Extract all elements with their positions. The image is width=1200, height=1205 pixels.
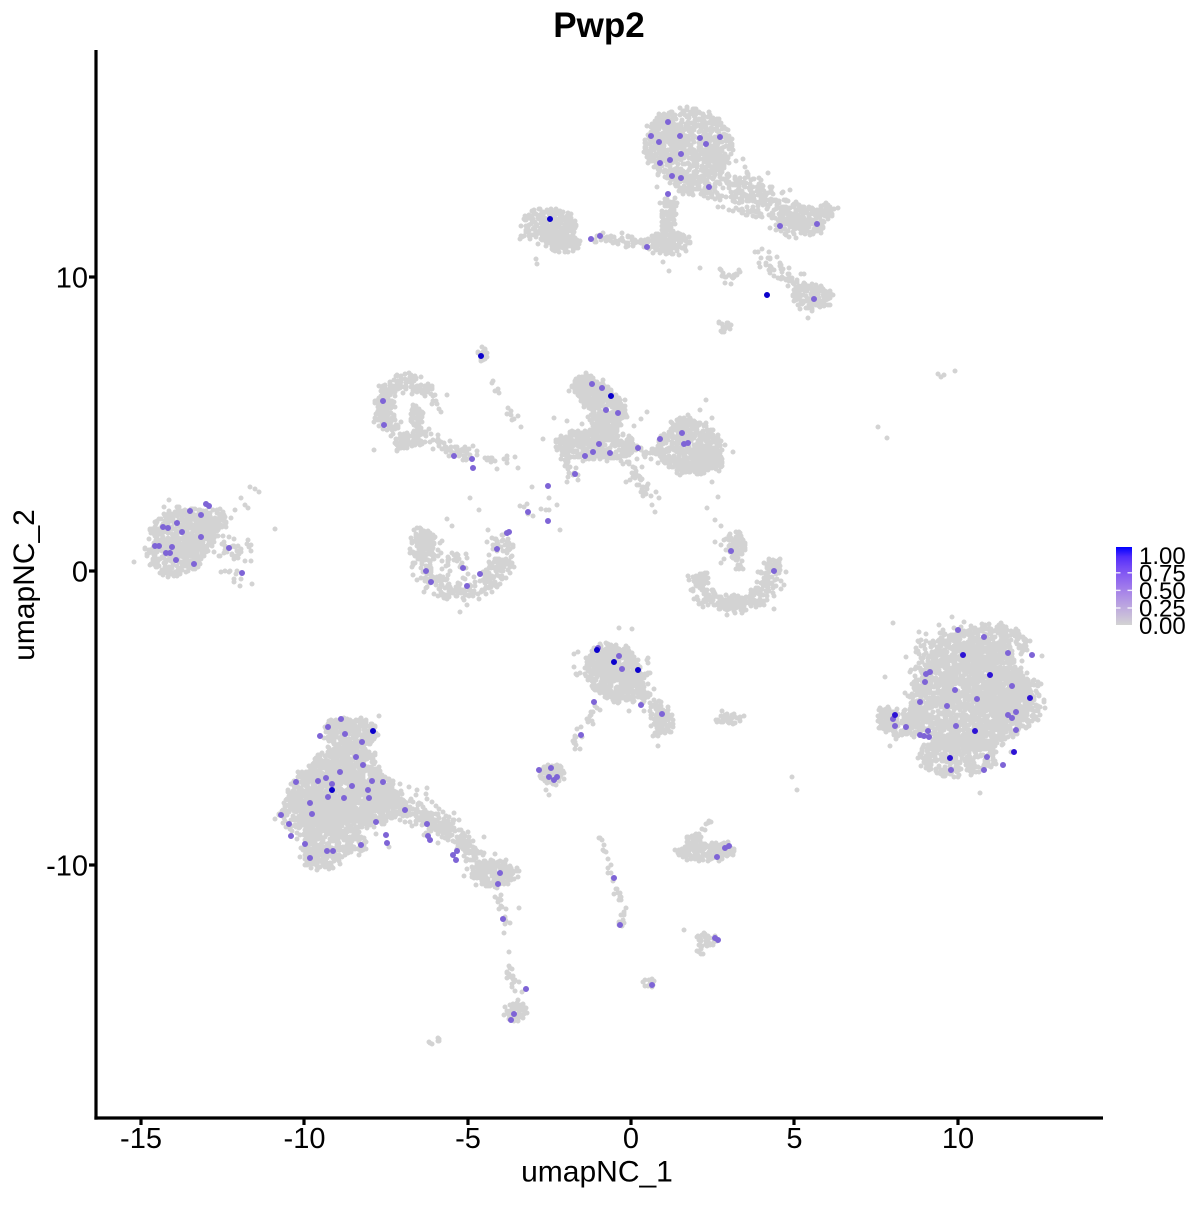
svg-text:umapNC_2: umapNC_2	[8, 509, 41, 661]
svg-text:5: 5	[786, 1123, 802, 1155]
svg-text:1.00: 1.00	[1139, 543, 1186, 570]
svg-text:10: 10	[56, 263, 88, 295]
svg-text:0.75: 0.75	[1139, 560, 1186, 587]
svg-text:10: 10	[942, 1123, 974, 1155]
svg-text:0: 0	[72, 557, 88, 589]
svg-text:0: 0	[623, 1123, 639, 1155]
svg-text:-10: -10	[46, 851, 88, 883]
svg-text:-15: -15	[120, 1123, 162, 1155]
svg-text:0.25: 0.25	[1139, 596, 1186, 623]
svg-text:0.00: 0.00	[1139, 613, 1186, 640]
svg-text:-10: -10	[284, 1123, 326, 1155]
svg-text:0.50: 0.50	[1139, 578, 1186, 605]
svg-text:Pwp2: Pwp2	[553, 6, 644, 45]
svg-text:umapNC_1: umapNC_1	[521, 1156, 673, 1189]
svg-text:-5: -5	[455, 1123, 481, 1155]
